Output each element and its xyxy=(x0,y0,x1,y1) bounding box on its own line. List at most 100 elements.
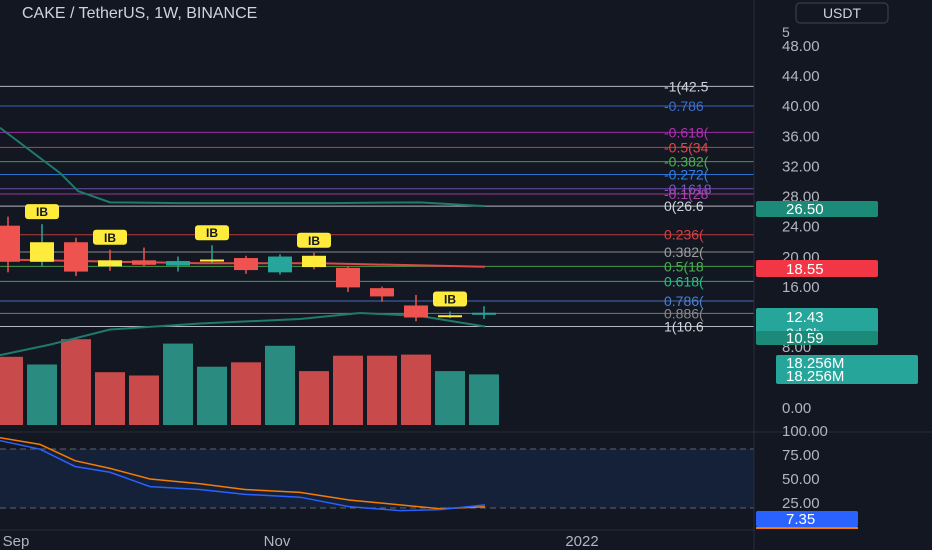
candlesticks[interactable] xyxy=(0,216,496,322)
indicator-axis-label: 50.00 xyxy=(782,471,820,488)
volume-bar xyxy=(367,355,397,425)
volume-bar xyxy=(129,375,159,425)
ib-marker-label: IB xyxy=(444,292,456,306)
volume-bar xyxy=(231,362,261,425)
volume-bar xyxy=(197,366,227,425)
ib-marker-label: IB xyxy=(104,231,116,245)
candle-body[interactable] xyxy=(132,260,156,265)
price-axis-label: 24.00 xyxy=(782,219,820,236)
ib-marker xyxy=(25,204,59,220)
time-label-2022: 2022 xyxy=(565,533,598,550)
indicator-axis-label: 25.00 xyxy=(782,495,820,512)
candle-body[interactable] xyxy=(268,256,292,273)
fib-level-label: -1(42.5 xyxy=(664,78,709,94)
candle-body[interactable] xyxy=(200,259,224,262)
volume-bar xyxy=(265,345,295,425)
indicator-axis[interactable]: 100.00 75.00 50.00 25.00 xyxy=(782,423,828,512)
volume-badge-2: 18.256M xyxy=(776,368,918,385)
volume-bar xyxy=(163,343,193,425)
indicator-axis-label: 75.00 xyxy=(782,447,820,464)
price-axis-label: 36.00 xyxy=(782,128,820,145)
ema-lower-badge: 10.59 xyxy=(756,330,878,347)
fib-level-label: -0.272( xyxy=(664,166,709,182)
candle-body[interactable] xyxy=(30,242,54,262)
volume-value-2: 18.256M xyxy=(786,368,844,385)
volume-bar xyxy=(401,354,431,425)
inside-bar-markers: IB IB IB IB IB xyxy=(25,204,467,307)
ib-marker-label: IB xyxy=(36,205,48,219)
fib-level-label: 0.5(18 xyxy=(664,258,704,274)
last-price-value: 12.43 xyxy=(786,309,824,326)
fib-level-label: 0.886( xyxy=(664,305,704,321)
volume-bar xyxy=(95,372,125,425)
fib-level-label: -0.1(28 xyxy=(664,186,709,202)
volume-bar xyxy=(299,371,329,425)
ib-marker xyxy=(195,225,229,241)
fib-level-label: 0.786( xyxy=(664,293,704,309)
currency-label: USDT xyxy=(823,5,862,21)
ib-marker-label: IB xyxy=(308,234,320,248)
ib-marker xyxy=(93,229,127,245)
fib-retracement[interactable]: -1(42.5 -0.786 -0.618(-0.5(34-0.382(-0.272… xyxy=(0,78,754,335)
time-axis[interactable]: Sep Nov 2022 xyxy=(3,533,599,550)
fib-level-label: 1(10.6 xyxy=(664,319,704,335)
volume-zero-label: 0.00 xyxy=(782,400,811,417)
fib-level-label: -0.618( xyxy=(664,124,709,140)
ib-marker xyxy=(433,291,467,307)
candle-body[interactable] xyxy=(370,288,394,297)
candle-body[interactable] xyxy=(98,260,122,267)
price-axis-label: 16.00 xyxy=(782,279,820,296)
indicator-value: 7.35 xyxy=(786,511,815,528)
price-axis-label: 44.00 xyxy=(782,68,820,85)
fib-level-label: 0.618( xyxy=(664,273,704,289)
ema-red-value: 18.55 xyxy=(786,261,824,278)
ema-upper-line xyxy=(0,127,486,208)
time-label-sep: Sep xyxy=(3,533,30,550)
volume-bar xyxy=(333,355,363,425)
volume-bars xyxy=(0,339,499,425)
ib-marker-label: IB xyxy=(206,226,218,240)
volume-value-1: 18.256M xyxy=(786,355,844,372)
ema-upper-badge: 26.50 xyxy=(756,201,878,218)
candle-body[interactable] xyxy=(336,267,360,288)
indicator-badge: 7.35 xyxy=(756,511,858,528)
fib-level-label: -0.382( xyxy=(664,154,709,170)
volume-bar xyxy=(469,374,499,425)
indicator-axis-label: 100.00 xyxy=(782,423,828,440)
candle-body[interactable] xyxy=(302,255,326,268)
indicator-lines xyxy=(0,436,486,512)
fib-level-label: -0.5(34 xyxy=(664,139,709,155)
candle-body[interactable] xyxy=(64,242,88,272)
indicator-fast-line xyxy=(0,439,486,512)
candle-body[interactable] xyxy=(404,305,428,318)
price-axis-top-label: 5 xyxy=(782,24,790,40)
fib-level-label: 0.382( xyxy=(664,244,704,260)
ema-upper-value: 26.50 xyxy=(786,201,824,218)
volume-bar xyxy=(435,371,465,425)
fib-level-label: 0(26.6 xyxy=(664,198,704,214)
volume-bar xyxy=(27,364,57,425)
time-label-nov: Nov xyxy=(264,533,291,550)
candle-body[interactable] xyxy=(166,261,190,266)
ib-marker xyxy=(297,232,331,248)
price-axis-label: 32.00 xyxy=(782,158,820,175)
price-axis-label: 40.00 xyxy=(782,98,820,115)
candle-body[interactable] xyxy=(0,225,20,262)
candle-body[interactable] xyxy=(438,315,462,318)
volume-badge-1: 18.256M xyxy=(776,355,918,372)
candle-body[interactable] xyxy=(472,312,496,315)
price-axis-label: 48.00 xyxy=(782,38,820,55)
fib-level-label: -0.1618 xyxy=(664,181,712,197)
ema-red-badge: 18.55 xyxy=(756,260,878,278)
volume-bar xyxy=(61,339,91,425)
indicator-slow-line xyxy=(0,436,486,510)
chart-title: CAKE / TetherUS, 1W, BINANCE xyxy=(22,5,257,22)
currency-button[interactable]: USDT xyxy=(795,2,889,24)
ema-lower-value: 10.59 xyxy=(786,330,824,347)
candle-body[interactable] xyxy=(234,258,258,271)
fib-level-label: 0.236( xyxy=(664,227,704,243)
volume-bar xyxy=(0,356,23,425)
fib-level-label: -0.786 xyxy=(664,98,704,114)
indicator-band xyxy=(0,449,754,508)
